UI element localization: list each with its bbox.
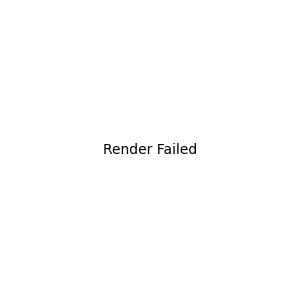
Text: Render Failed: Render Failed [103, 143, 197, 157]
